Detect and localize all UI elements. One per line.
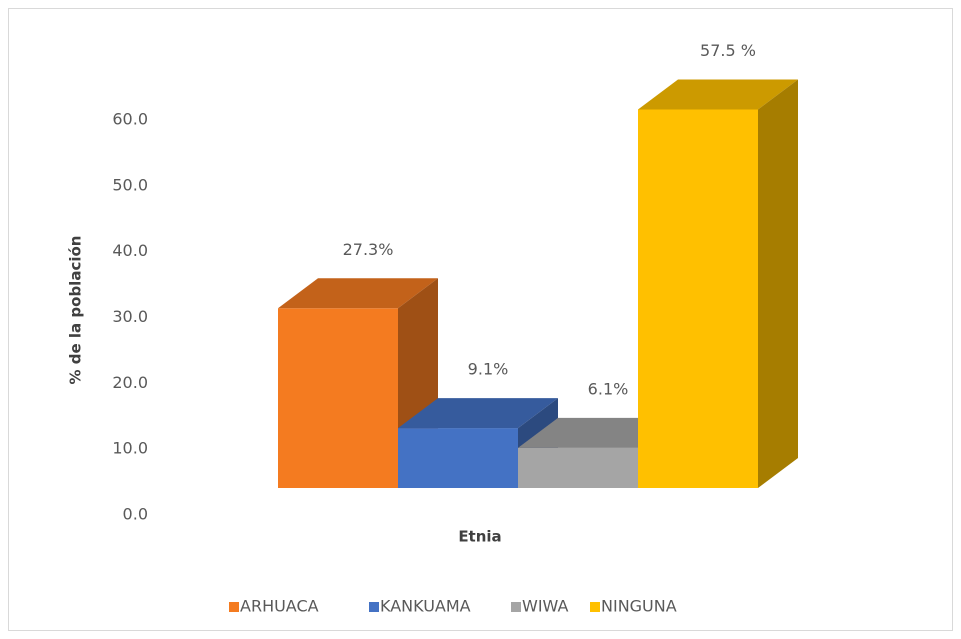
y-tick-label: 10.0 xyxy=(112,439,148,458)
bar-front xyxy=(518,447,638,488)
bar-front xyxy=(278,308,398,488)
bar-top xyxy=(398,398,558,429)
y-axis-title: % de la población xyxy=(67,236,85,385)
y-tick-label: 30.0 xyxy=(112,307,148,326)
bar-top xyxy=(638,79,798,110)
y-tick-label: 0.0 xyxy=(123,505,148,524)
bar-front xyxy=(638,109,758,488)
legend-label: KANKUAMA xyxy=(380,597,471,616)
data-label: 27.3% xyxy=(343,240,394,259)
bar-side xyxy=(758,79,798,488)
y-tick-label: 40.0 xyxy=(112,241,148,260)
legend-swatch xyxy=(229,602,239,612)
legend-swatch xyxy=(369,602,379,612)
data-label: 57.5 % xyxy=(700,41,756,60)
x-axis-title: Etnia xyxy=(458,528,501,546)
legend-swatch xyxy=(511,602,521,612)
bar-top xyxy=(278,278,438,309)
y-tick-label: 50.0 xyxy=(112,175,148,194)
bar xyxy=(638,79,798,488)
legend-swatch xyxy=(590,602,600,612)
y-tick-label: 20.0 xyxy=(112,373,148,392)
legend-label: NINGUNA xyxy=(601,597,677,616)
legend-label: ARHUACA xyxy=(240,597,319,616)
bar-front xyxy=(398,428,518,488)
data-label: 6.1% xyxy=(588,379,629,398)
legend-label: WIWA xyxy=(522,597,568,616)
y-tick-label: 60.0 xyxy=(112,110,148,129)
data-label: 9.1% xyxy=(468,360,509,379)
